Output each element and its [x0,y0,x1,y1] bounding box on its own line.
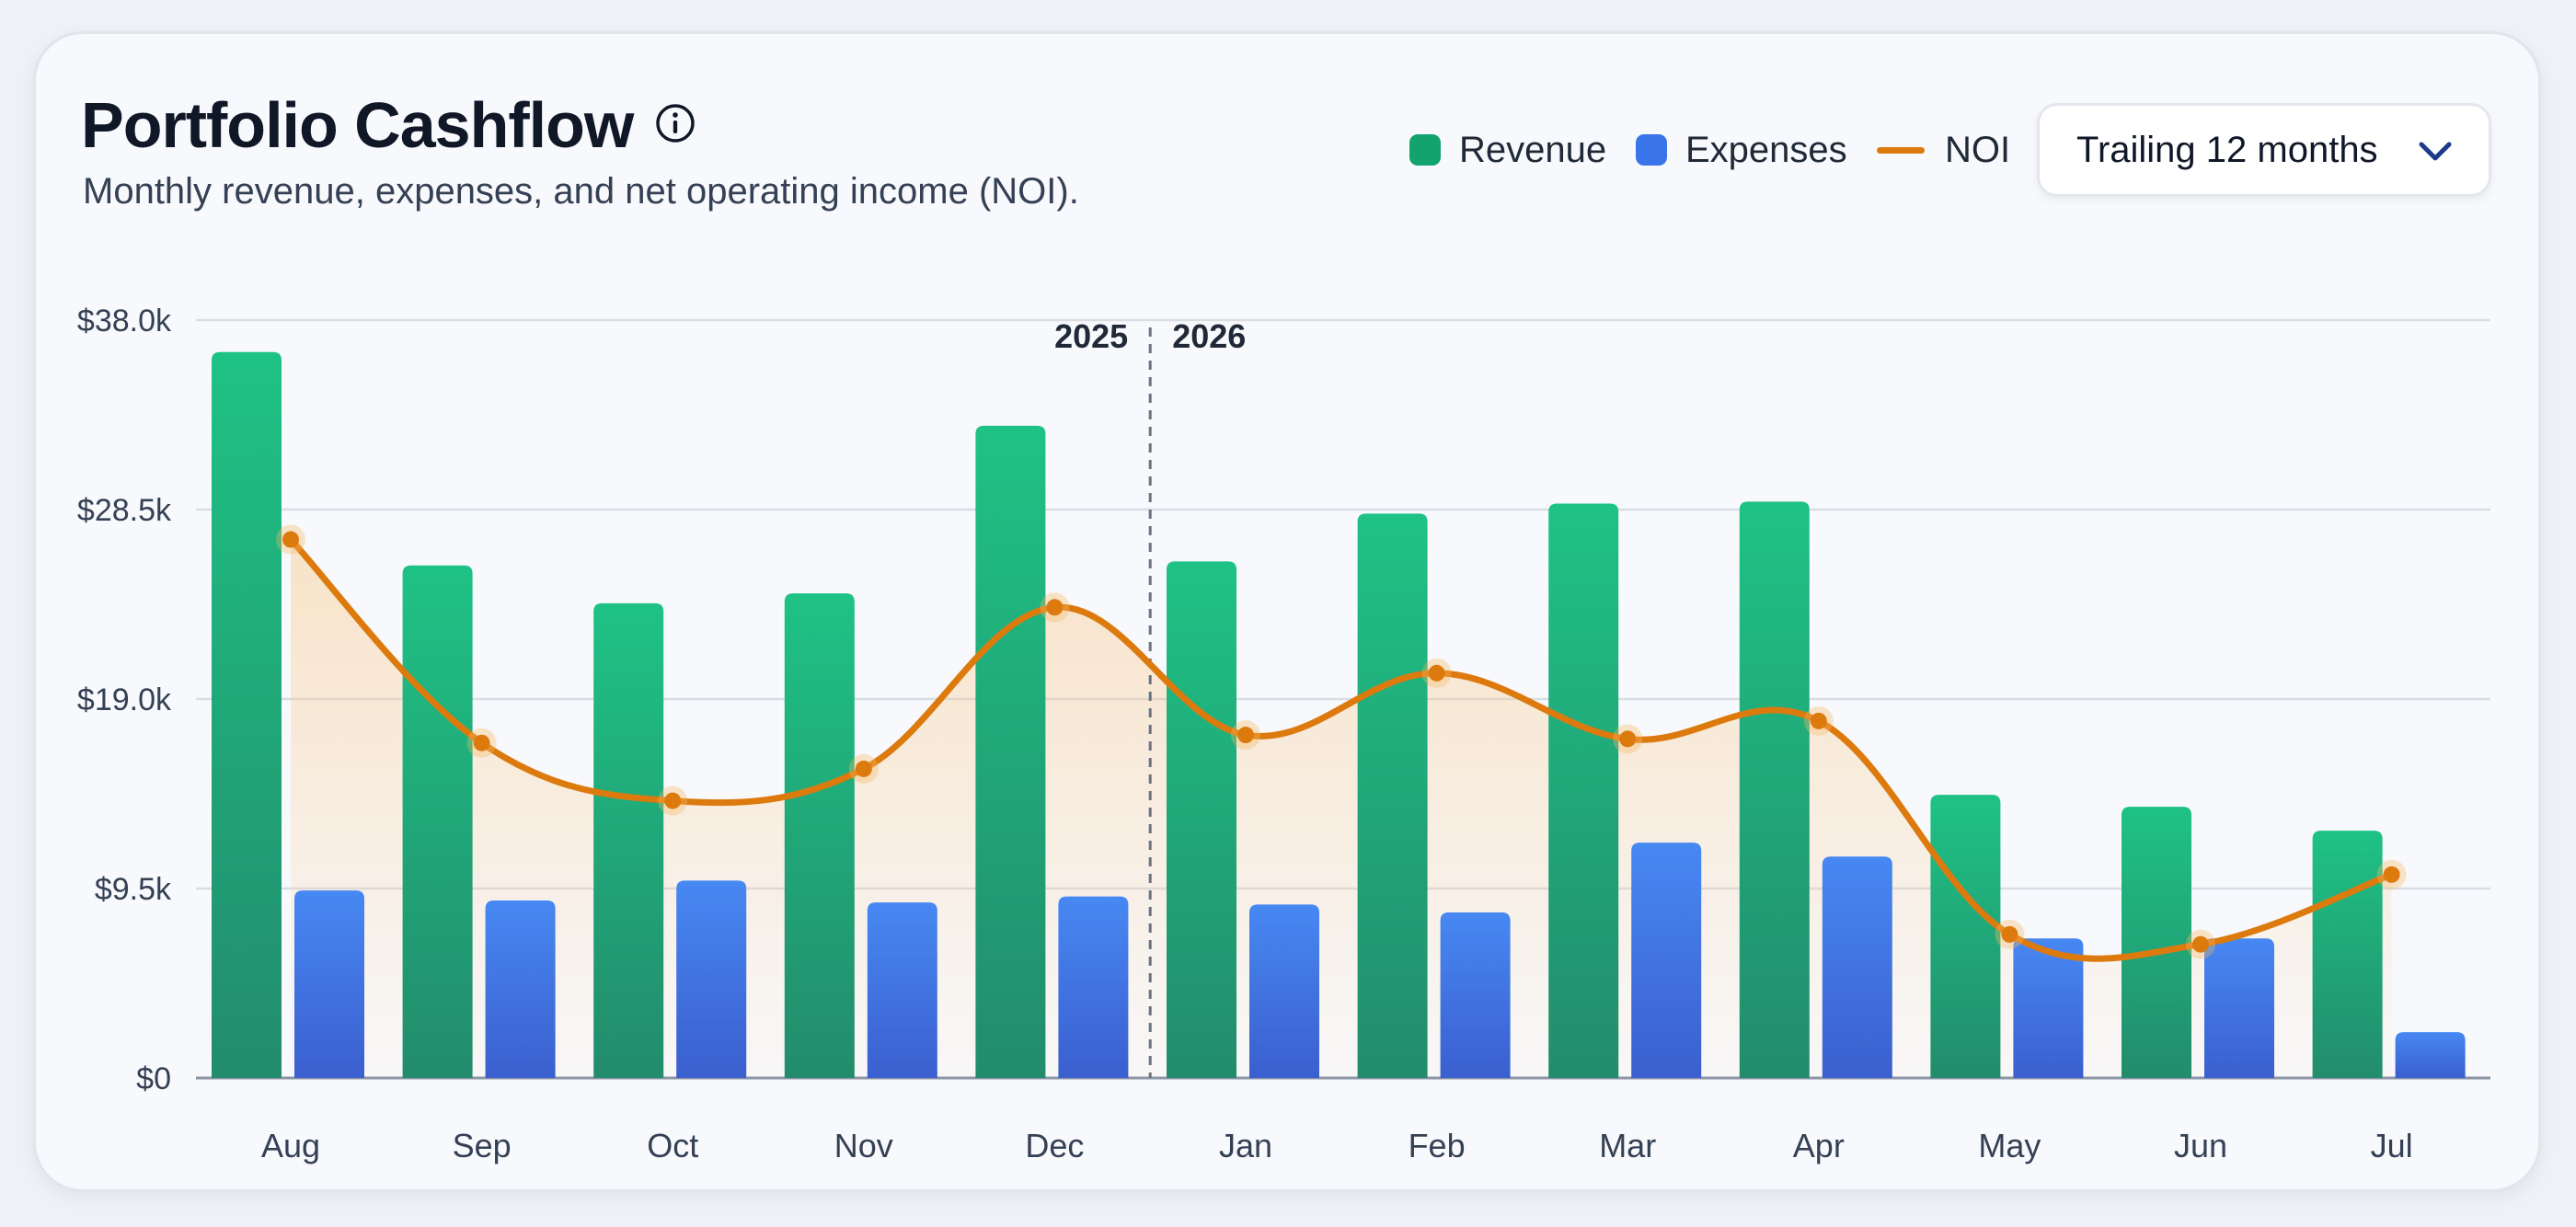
revenue-bar [975,425,1046,1078]
x-tick-label: May [1978,1127,2041,1164]
noi-point [2001,925,2018,943]
revenue-bar [593,602,664,1078]
expenses-bar [2395,1032,2466,1078]
revenue-bar [212,351,282,1079]
expenses-bar [1822,856,1892,1078]
revenue-bar [1357,513,1428,1078]
x-tick-label: Nov [834,1127,893,1164]
revenue-bar [1739,501,1810,1078]
info-icon[interactable] [653,101,697,145]
legend-noi-swatch [1877,146,1925,154]
noi-point [2192,935,2209,953]
noi-point [282,531,299,548]
noi-point [1046,599,1064,616]
y-tick-label: $0 [136,1061,171,1096]
x-tick-label: Apr [1793,1127,1845,1164]
legend-revenue-label: Revenue [1459,129,1607,170]
expenses-bar [1058,896,1129,1078]
noi-point [1619,730,1637,748]
period-select[interactable]: Trailing 12 months [2037,103,2491,197]
x-tick-label: Oct [647,1127,698,1164]
revenue-bar [2312,831,2383,1078]
revenue-bar [1930,795,2001,1078]
expenses-bar [485,900,556,1078]
legend-noi: NOI [1877,127,2010,173]
year-divider: 2025 2026 [1054,317,1246,1078]
y-tick-label: $9.5k [95,872,172,907]
year-label-left: 2025 [1054,317,1128,355]
legend-revenue-swatch [1409,134,1441,166]
period-select-value: Trailing 12 months [2076,129,2378,170]
expenses-bar [1249,904,1319,1078]
x-tick-label: Jul [2371,1127,2413,1164]
legend-expenses-label: Expenses [1685,129,1847,170]
noi-point [1428,664,1445,682]
x-tick-label: Jan [1219,1127,1272,1164]
revenue-bar [2122,807,2191,1078]
x-tick-label: Feb [1409,1127,1466,1164]
noi-point [473,734,490,751]
page-title: Portfolio Cashflow [81,89,634,161]
legend-revenue: Revenue [1409,127,1606,173]
bar-layer [212,351,2466,1079]
noi-point [664,792,682,809]
expenses-bar [294,890,364,1078]
revenue-bar [1167,561,1236,1078]
chevron-down-icon [2419,142,2452,161]
noi-line-layer [276,524,2407,962]
x-tick-label: Mar [1599,1127,1656,1164]
legend-expenses: Expenses [1636,127,1847,173]
y-tick-label: $19.0k [77,682,172,717]
legend-noi-label: NOI [1945,129,2011,170]
expenses-bar [1631,843,1702,1078]
x-tick-label: Jun [2174,1127,2227,1164]
noi-point [855,760,872,777]
noi-point [1810,712,1827,729]
x-tick-label: Sep [453,1127,512,1164]
revenue-bar [402,565,473,1078]
expenses-bar [2013,938,2084,1078]
expenses-bar [2204,938,2274,1078]
x-tick-label: Aug [261,1127,320,1164]
chart-subtitle: Monthly revenue, expenses, and net opera… [83,171,1079,212]
expenses-bar [1440,912,1511,1078]
legend-expenses-swatch [1636,134,1667,166]
y-tick-label: $38.0k [77,304,172,338]
x-tick-label: Dec [1025,1127,1084,1164]
expenses-bar [867,902,937,1078]
noi-point [2383,866,2400,883]
revenue-bar [784,593,855,1078]
revenue-bar [1548,503,1619,1078]
expenses-bar [676,880,747,1078]
axis-labels: $0 $9.5k $19.0k $28.5k $38.0k Aug Sep Oct Nov Dec… [77,304,2413,1164]
year-label-right: 2026 [1172,317,1246,355]
y-tick-label: $28.5k [77,493,172,528]
noi-point [1237,727,1254,744]
